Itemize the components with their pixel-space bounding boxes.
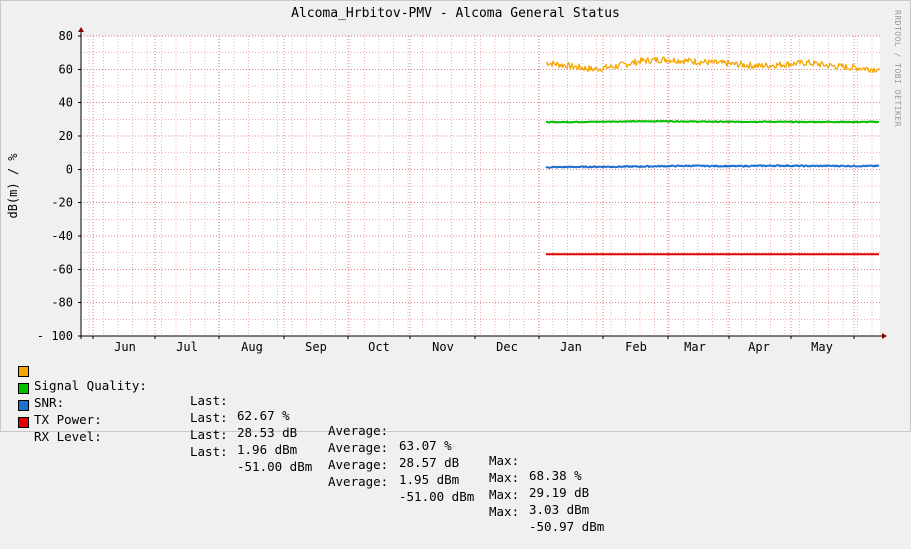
legend-last-value: 62.67 % [237,408,290,423]
rrdtool-watermark: RRDTOOL / TOBI OETIKER [893,10,902,127]
legend-max-label: Max: [489,470,520,485]
legend-last-label: Last: [190,393,228,408]
legend-last-label: Last: [190,410,228,425]
legend-average-label: Average: [328,440,389,455]
legend-row-signal-quality: Signal Quality: Last: 62.67 % Average: 6… [18,363,582,483]
y-tick-label: 40 [59,96,73,110]
legend-average-label: Average: [328,474,389,489]
rx-level-swatch [18,417,29,428]
x-tick-label: Apr [748,340,770,354]
y-axis-label: dB(m) / % [6,153,20,219]
tx-power-line [545,164,880,169]
legend-last-value: 1.96 dBm [237,442,298,457]
legend-average-value: -51.00 dBm [399,489,475,504]
y-tick-label: 60 [59,62,73,76]
y-tick-label: -60 [51,262,73,276]
legend: Signal Quality: Last: 62.67 % Average: 6… [18,363,604,534]
x-tick-label: May [811,340,833,354]
legend-name: RX Level: [34,429,102,444]
snr-line [546,119,880,124]
legend-name: Signal Quality: [34,378,147,393]
legend-average-label: Average: [328,457,389,472]
legend-name: TX Power: [34,412,102,427]
legend-max-value: 3.03 dBm [529,502,590,517]
legend-max-value: 29.19 dB [529,485,590,500]
legend-max-label: Max: [489,453,520,468]
chart-plot: 80 60 40 20 0 -20 -40 -60 -80 - 100 Jun Jul Aug Sep Oc… [6,27,887,354]
x-tick-label: Jun [114,340,136,354]
x-tick-label: Sep [305,340,327,354]
x-tick-label: Feb [625,340,647,354]
tx-power-swatch [18,400,29,411]
legend-average-value: 63.07 % [399,438,452,453]
y-tick-label: -80 [51,296,73,310]
signal-quality-line [545,56,880,73]
legend-max-value: 68.38 % [529,468,582,483]
y-tick-label: 0 [66,162,73,176]
legend-row-rx-level: RX Level: Last: -51.00 dBm Average: -51.… [18,414,604,534]
legend-row-snr: SNR: Last: 28.53 dB Average: 28.57 dB Ma… [18,380,589,500]
legend-max-value: -50.97 dBm [529,519,605,534]
legend-average-value: 28.57 dB [399,455,460,470]
y-tick-label: 80 [59,29,73,43]
legend-max-label: Max: [489,487,520,502]
legend-last-label: Last: [190,427,228,442]
legend-last-value: 28.53 dB [237,425,298,440]
x-tick-label: Jul [176,340,198,354]
legend-last-label: Last: [190,444,228,459]
y-tick-label: - 100 [37,329,73,343]
y-tick-label: -20 [51,196,73,210]
x-tick-label: Oct [368,340,390,354]
legend-average-value: 1.95 dBm [399,472,460,487]
x-tick-label: Aug [241,340,263,354]
y-tick-label: 20 [59,129,73,143]
snr-swatch [18,383,29,394]
chart-title: Alcoma_Hrbitov-PMV - Alcoma General Stat… [291,6,620,21]
x-tick-label: Mar [684,340,706,354]
legend-max-label: Max: [489,504,520,519]
y-tick-label: -40 [51,229,73,243]
x-tick-label: Jan [560,340,582,354]
x-tick-label: Nov [432,340,454,354]
rrd-graph: Alcoma_Hrbitov-PMV - Alcoma General Stat… [0,0,911,534]
y-axis-arrow [78,27,84,32]
signal-quality-swatch [18,366,29,377]
legend-name: SNR: [34,395,65,410]
legend-last-value: -51.00 dBm [237,459,313,474]
x-axis-arrow [882,333,887,339]
x-tick-label: Dec [496,340,518,354]
legend-row-tx-power: TX Power: Last: 1.96 dBm Average: 1.95 d… [18,397,589,517]
legend-average-label: Average: [328,423,389,438]
